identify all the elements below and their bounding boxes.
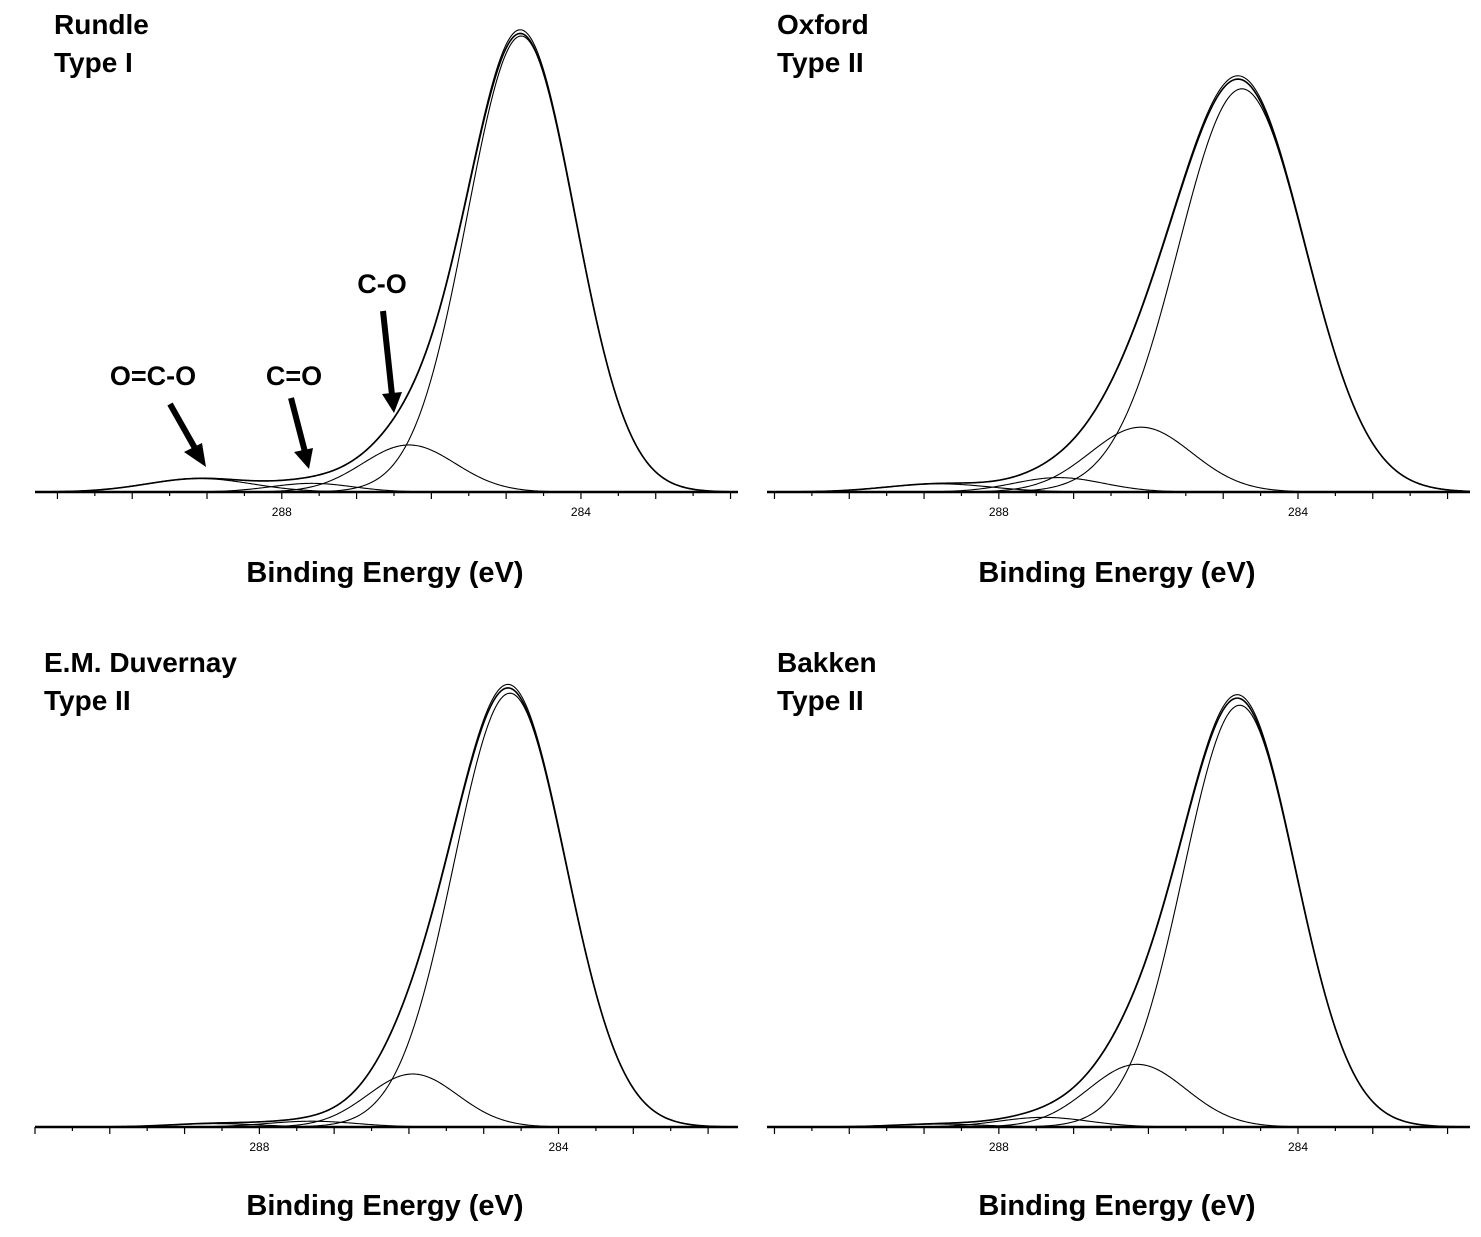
- measured-spectrum: [767, 75, 1471, 493]
- annotation-co-double-arrow-head: [294, 448, 313, 469]
- annotation-co-double-arrow-shaft: [288, 397, 308, 453]
- panel-oxford-plot: 288 284: [767, 75, 1471, 519]
- panel-bakken-plot: 288 284: [767, 694, 1471, 1154]
- x-tick-label-288: 288: [989, 1140, 1009, 1154]
- x-tick-label-284: 284: [1288, 1140, 1308, 1154]
- component-peak-1: [767, 88, 1471, 493]
- panel-oxford-subtitle: Type II: [777, 47, 864, 78]
- panel-duvernay-plot: 288 284: [34, 683, 739, 1154]
- panel-duvernay-subtitle: Type II: [44, 685, 131, 716]
- component-peak-1: [35, 692, 739, 1128]
- component-peak-2: [767, 426, 1470, 493]
- x-tick-label-284: 284: [1288, 505, 1308, 519]
- annotation-co-single-label: C-O: [357, 269, 407, 299]
- x-tick-label-288: 288: [249, 1140, 269, 1154]
- component-peak-1: [35, 35, 739, 493]
- panel-bakken-subtitle: Type II: [777, 685, 864, 716]
- measured-spectrum: [767, 694, 1471, 1128]
- component-peak-2: [767, 1063, 1470, 1128]
- panel-bakken-xlabel: Binding Energy (eV): [978, 1190, 1255, 1222]
- annotation-co-single-arrow-head: [382, 392, 402, 413]
- annotation-ococ-arrow-head: [184, 443, 206, 467]
- panel-rundle-xlabel: Binding Energy (eV): [246, 557, 523, 589]
- panel-duvernay-xlabel: Binding Energy (eV): [246, 1190, 523, 1222]
- x-tick-label-284: 284: [571, 505, 591, 519]
- fitted-envelope: [35, 32, 739, 493]
- fitted-envelope: [767, 697, 1471, 1128]
- panel-bakken: Bakken Type II 288 284 Binding Energy (eV…: [767, 647, 1471, 1222]
- panel-duvernay-title: E.M. Duvernay: [44, 647, 237, 678]
- x-tick-label-288: 288: [272, 505, 292, 519]
- measured-spectrum: [35, 683, 739, 1128]
- annotation-co-double-label: C=O: [266, 361, 322, 391]
- component-peak-2: [35, 1073, 738, 1128]
- panel-rundle: Rundle Type I 288 284 Binding Energy (eV)…: [34, 9, 739, 589]
- x-tick-label-288: 288: [989, 505, 1009, 519]
- component-peak-3: [767, 477, 1470, 493]
- panel-oxford-title: Oxford: [777, 9, 869, 40]
- annotation-ococ-label: O=C-O: [110, 361, 196, 391]
- component-peak-1: [767, 704, 1471, 1128]
- annotation-ococ-arrow-shaft: [167, 402, 199, 452]
- measured-spectrum: [34, 29, 739, 493]
- annotation-co-single-arrow-shaft: [380, 310, 395, 396]
- panel-duvernay: E.M. Duvernay Type II 288 284 Binding Ene…: [34, 647, 739, 1222]
- fitted-envelope: [35, 687, 739, 1128]
- panel-oxford-xlabel: Binding Energy (eV): [978, 557, 1255, 589]
- panel-bakken-title: Bakken: [777, 647, 877, 678]
- panel-rundle-plot: 288 284: [34, 29, 739, 519]
- panel-rundle-title: Rundle: [54, 9, 149, 40]
- panel-oxford: Oxford Type II 288 284 Binding Energy (eV…: [767, 9, 1471, 589]
- x-tick-label-284: 284: [548, 1140, 568, 1154]
- panel-rundle-subtitle: Type I: [54, 47, 133, 78]
